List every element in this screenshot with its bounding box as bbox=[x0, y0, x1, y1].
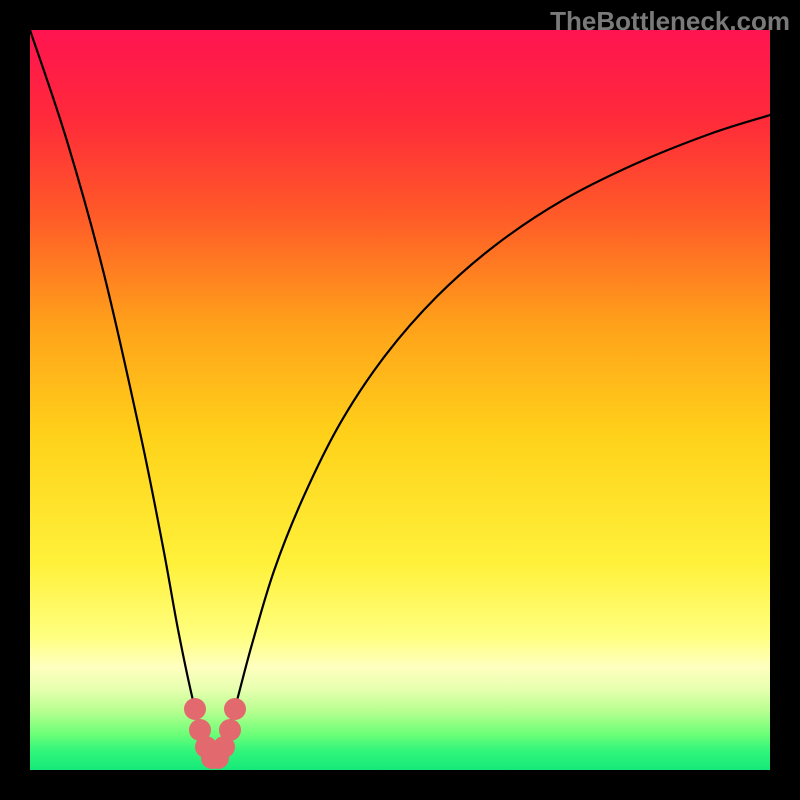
valley-marker bbox=[184, 698, 206, 720]
left-curve bbox=[30, 30, 215, 766]
watermark-text: TheBottleneck.com bbox=[550, 6, 790, 37]
right-curve bbox=[215, 115, 770, 766]
bottleneck-curve bbox=[30, 30, 770, 770]
valley-marker bbox=[224, 698, 246, 720]
plot-area bbox=[30, 30, 770, 770]
valley-marker bbox=[219, 719, 241, 741]
